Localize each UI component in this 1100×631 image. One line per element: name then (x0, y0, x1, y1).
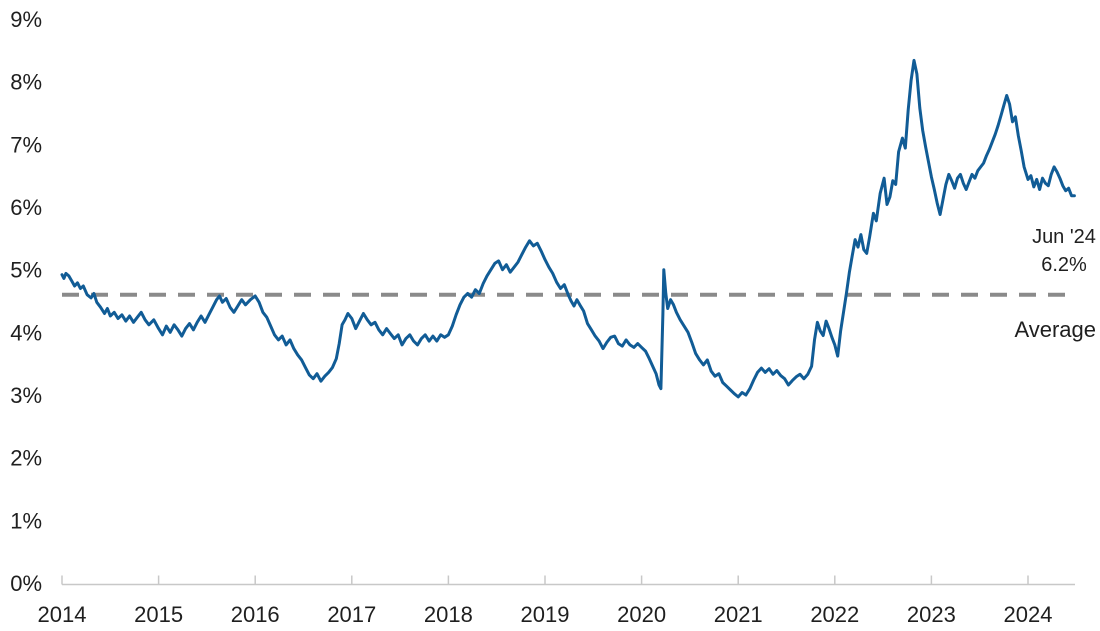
x-axis-tick-label: 2015 (134, 602, 183, 627)
x-axis-tick-label: 2022 (810, 602, 859, 627)
x-axis-labels: 2014 2015 2016 2017 2018 2019 2020 2021 2022 2023… (38, 602, 1053, 627)
y-axis-tick-label: 5% (10, 258, 42, 283)
x-axis-tick-label: 2018 (424, 602, 473, 627)
x-axis-tick-label: 2014 (38, 602, 87, 627)
y-axis-tick-label: 2% (10, 446, 42, 471)
y-axis-tick-label: 7% (10, 132, 42, 157)
average-label: Average (1014, 317, 1096, 342)
y-axis-labels: 0% 1% 2% 3% 4% 5% 6% 7% 8% 9% (10, 7, 42, 596)
x-axis-tick-label: 2021 (714, 602, 763, 627)
y-axis-tick-label: 6% (10, 195, 42, 220)
x-axis-tick-label: 2016 (231, 602, 280, 627)
x-axis-tick-label: 2017 (327, 602, 376, 627)
y-axis-tick-label: 8% (10, 70, 42, 95)
y-axis-tick-label: 1% (10, 508, 42, 533)
x-axis-tick-label: 2023 (907, 602, 956, 627)
y-axis-tick-label: 0% (10, 571, 42, 596)
rate-line (60, 58, 1076, 399)
x-axis-tick-label: 2024 (1004, 602, 1053, 627)
y-axis-tick-label: 3% (10, 383, 42, 408)
annotation-date: Jun '24 (1032, 226, 1096, 248)
x-axis (61, 575, 1075, 586)
y-axis-tick-label: 9% (10, 7, 42, 32)
annotation-value: 6.2% (1041, 254, 1087, 276)
x-axis-tick-label: 2020 (617, 602, 666, 627)
x-axis-tick-label: 2019 (521, 602, 570, 627)
y-axis-tick-label: 4% (10, 320, 42, 345)
